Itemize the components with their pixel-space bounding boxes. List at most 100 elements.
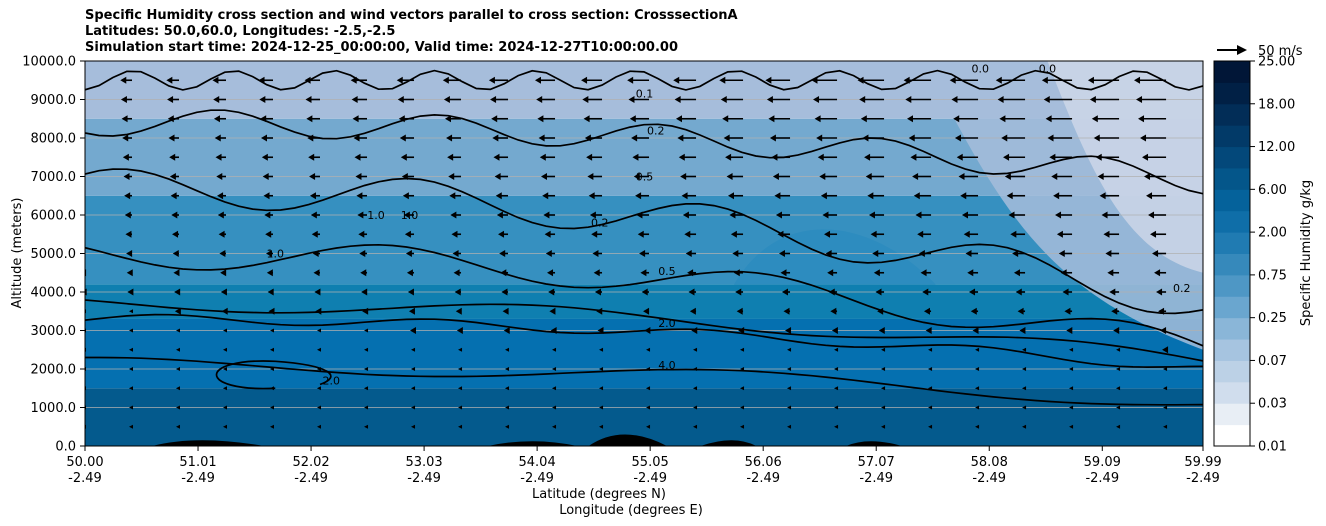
wind-vector-head	[591, 230, 598, 238]
wind-vector-head	[314, 288, 321, 296]
wind-vector	[458, 405, 463, 410]
wind-vector-head	[684, 230, 691, 238]
colorbar-tick-label: 12.00	[1258, 140, 1295, 155]
wind-vector-head	[1136, 96, 1143, 103]
wind-vector-head	[1140, 134, 1147, 142]
wind-vector-head	[873, 269, 880, 277]
wind-vector	[881, 424, 886, 429]
colorbar-swatch	[1214, 339, 1250, 361]
wind-vector	[834, 386, 839, 391]
wind-vector-head	[588, 192, 595, 200]
wind-vector	[223, 328, 228, 333]
wind-vector-head	[267, 288, 274, 296]
wind-vector-head	[631, 134, 638, 142]
wind-vector-head	[407, 288, 414, 296]
wind-vector	[317, 328, 322, 333]
wind-vector-head	[455, 307, 462, 315]
wind-vector-head	[589, 211, 596, 219]
wind-vector-head	[309, 192, 316, 200]
wind-vector-head	[215, 153, 222, 161]
wind-vector-head	[361, 288, 368, 296]
wind-vector-head	[399, 134, 406, 142]
wind-vector-head	[356, 192, 363, 200]
wind-vector-head	[174, 288, 181, 296]
wind-vector	[1163, 424, 1168, 429]
wind-vector-head	[726, 173, 733, 180]
wind-vector-head	[628, 96, 635, 103]
wind-vector-head	[1001, 134, 1008, 142]
wind-vector-head	[1017, 307, 1024, 315]
wind-vector	[787, 424, 792, 429]
wind-vector-head	[120, 76, 127, 84]
wind-vector-head	[1004, 173, 1011, 180]
wind-vector-head	[315, 307, 322, 315]
contour-label: 4.0	[658, 359, 676, 372]
wind-vector-head	[1099, 192, 1106, 200]
wind-vector	[458, 347, 463, 352]
contour-line	[85, 69, 1203, 91]
wind-vector-head	[689, 307, 696, 315]
wind-vector-head	[777, 230, 784, 238]
y-tick-label: 6000.0	[31, 209, 77, 224]
wind-vector	[599, 424, 604, 429]
wind-vector-head	[1008, 211, 1015, 219]
wind-vector-head	[549, 307, 556, 315]
wind-vector-head	[397, 96, 404, 103]
wind-vector-head	[594, 288, 601, 296]
wind-vector-head	[496, 211, 503, 219]
wind-vector-head	[997, 96, 1004, 103]
wind-vector-head	[728, 192, 735, 200]
contour-line	[85, 356, 1203, 406]
wind-vector-head	[1142, 153, 1149, 161]
wind-vector-head	[262, 173, 269, 180]
wind-vector-head	[627, 76, 634, 84]
colorbar-tick-label: 25.00	[1258, 55, 1295, 70]
wind-vector	[1163, 367, 1168, 371]
y-tick-label: 5000.0	[31, 247, 77, 262]
contour-label: 1.0	[401, 209, 419, 222]
wind-vector	[1069, 367, 1074, 371]
wind-vector-head	[581, 76, 588, 84]
wind-vector-head	[681, 192, 688, 200]
colorbar-tick-label: 2.00	[1258, 226, 1287, 241]
wind-vector	[834, 367, 839, 371]
wind-vector	[458, 386, 463, 391]
wind-vector	[129, 328, 134, 333]
x-tick-label-lat: 50.00	[66, 455, 103, 470]
wind-vector-head	[265, 230, 272, 238]
wind-vector	[1022, 424, 1027, 429]
colorbar-tick-label: 0.03	[1258, 397, 1287, 412]
wind-vector	[928, 367, 933, 371]
wind-vector-head	[1150, 230, 1157, 238]
colorbar-label: Specific Humidity g/kg	[1299, 180, 1314, 326]
wind-vector	[834, 424, 839, 429]
wind-vector-head	[768, 115, 775, 123]
wind-vector-head	[456, 327, 463, 334]
wind-vector-head	[310, 211, 317, 219]
colorbar-tick-label: 18.00	[1258, 97, 1295, 112]
wind-vector-head	[682, 211, 689, 219]
wind-vector-head	[1051, 173, 1058, 180]
wind-vector	[364, 386, 369, 391]
wind-vector-head	[1113, 327, 1120, 334]
wind-vector-head	[1105, 250, 1112, 257]
wind-vector	[552, 386, 557, 391]
wind-vector	[928, 405, 933, 410]
wind-vector-head	[77, 154, 83, 161]
wind-vector-head	[912, 173, 919, 180]
wind-vector-head	[969, 288, 976, 296]
wind-vector-head	[587, 173, 594, 180]
contour-label: 0.0	[972, 63, 990, 76]
wind-vector-head	[1154, 269, 1161, 277]
wind-vector	[975, 424, 980, 429]
wind-vector-head	[830, 307, 837, 315]
wind-vector	[1163, 386, 1168, 391]
wind-vector-head	[635, 192, 642, 200]
wind-vector-head	[596, 307, 603, 315]
wind-vector-head	[960, 192, 967, 200]
wind-vector-head	[501, 288, 508, 296]
wind-vector-head	[443, 96, 450, 103]
wind-vector	[787, 367, 792, 371]
wind-vector-head	[970, 307, 977, 315]
wind-vector	[505, 405, 510, 410]
